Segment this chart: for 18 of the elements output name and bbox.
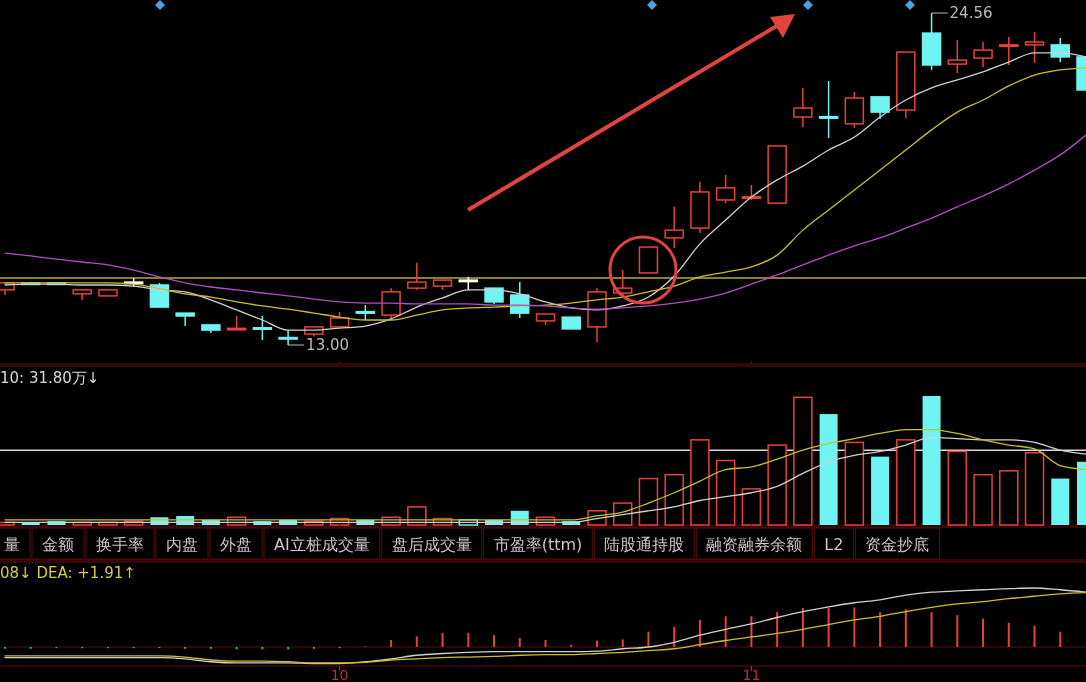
- annotation: 24.56: [949, 4, 993, 22]
- x-tick-label: 11: [742, 667, 761, 682]
- text: 市盈率(ttm): [493, 535, 583, 554]
- text: 资金抄底: [865, 535, 930, 554]
- text: L2: [824, 535, 844, 554]
- text: AI立桩成交量: [274, 535, 370, 554]
- chart-title: 08↓ DEA: +1.91↑: [0, 564, 136, 582]
- text: 量: [4, 535, 20, 554]
- annotation: 13.00: [306, 336, 350, 354]
- text: 陆股通持股: [604, 535, 685, 554]
- text: 内盘: [166, 535, 198, 554]
- text: 外盘: [220, 535, 252, 554]
- text: 金额: [42, 535, 74, 554]
- text: 换手率: [96, 535, 144, 554]
- chart-title: 10: 31.80万↓: [0, 369, 100, 387]
- text: 融资融券余额: [706, 535, 803, 554]
- text: 盘后成交量: [391, 535, 472, 554]
- x-tick-label: 10: [330, 667, 349, 682]
